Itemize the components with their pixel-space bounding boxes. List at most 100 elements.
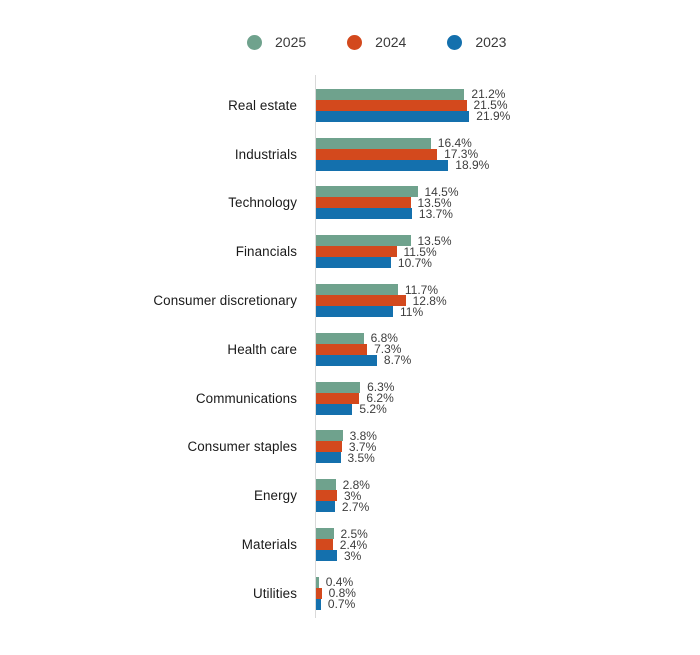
- legend-item-2024: 2024: [347, 34, 406, 50]
- category-label: Energy: [253, 488, 297, 504]
- bar-line-2025: 6.3%: [316, 380, 700, 395]
- bar-2023: [316, 159, 449, 171]
- value-label: 6.8%: [370, 331, 398, 346]
- legend-label-2023: 2023: [475, 34, 507, 50]
- bar-2023: [316, 257, 391, 269]
- value-label: 2.5%: [340, 526, 368, 541]
- legend-swatch-2024-icon: [347, 34, 363, 50]
- bar-line-2025: 0.4%: [316, 575, 700, 590]
- bar-2024: [316, 392, 360, 404]
- bar-line-2023: 10.7%: [316, 257, 700, 269]
- value-label: 6.3%: [367, 380, 395, 395]
- bar-line-2024: 12.8%: [316, 295, 700, 307]
- bar-line-2023: 13.7%: [316, 206, 700, 221]
- bar-line-2023: 3.5%: [316, 452, 700, 464]
- bar-group: 16.4% 17.3% 18.9%: [316, 130, 700, 179]
- value-label: 2.8%: [342, 477, 370, 492]
- bar-2023: [316, 354, 377, 366]
- value-label: 7.3%: [374, 342, 402, 357]
- bar-line-2023: 3%: [316, 548, 700, 563]
- legend-label-2025: 2025: [275, 34, 307, 50]
- value-label: 13.5%: [417, 233, 452, 248]
- legend-item-2023: 2023: [447, 34, 507, 50]
- legend-swatch-2025-icon: [247, 34, 262, 50]
- bar-line-2023: 8.7%: [316, 353, 700, 368]
- bar-2025: [316, 332, 364, 344]
- bar-line-2025: 13.5%: [316, 233, 700, 248]
- bar-group: 6.3% 6.2% 5.2%: [316, 374, 700, 423]
- value-label: 3.8%: [349, 428, 377, 443]
- bar-2024: [316, 539, 333, 551]
- value-label: 13.7%: [418, 206, 453, 221]
- bar-line-2024: 21.5%: [316, 98, 700, 113]
- bar-2023: [316, 403, 353, 415]
- category-label: Industrials: [234, 146, 297, 162]
- bar-line-2024: 11.5%: [316, 246, 700, 258]
- bar-2024: [316, 587, 322, 599]
- value-label: 21.9%: [476, 109, 511, 124]
- legend-item-2025: 2025: [247, 34, 307, 50]
- bar-line-2024: 7.3%: [316, 342, 700, 357]
- bar-2024: [316, 99, 467, 111]
- bar-line-2024: 17.3%: [316, 147, 700, 162]
- bar-2025: [316, 137, 431, 149]
- value-label: 11%: [400, 304, 424, 319]
- category-label: Communications: [195, 390, 297, 406]
- bar-2023: [316, 110, 470, 122]
- bar-group: 3.8% 3.7% 3.5%: [316, 423, 700, 472]
- bar-line-2024: 3%: [316, 488, 700, 503]
- legend-swatch-2023-icon: [447, 34, 463, 50]
- bar-2023: [316, 208, 412, 220]
- value-label: 3%: [344, 488, 362, 503]
- value-label: 14.5%: [424, 184, 459, 199]
- bar-group: 11.7% 12.8% 11%: [316, 276, 700, 325]
- bar-line-2023: 0.7%: [316, 598, 700, 610]
- value-label: 2.7%: [341, 499, 370, 514]
- value-label: 21.2%: [471, 87, 506, 102]
- category-label: Materials: [241, 537, 297, 553]
- bar-group: 14.5% 13.5% 13.7%: [316, 179, 700, 228]
- bar-line-2024: 13.5%: [316, 195, 700, 210]
- bar-2025: [316, 235, 411, 247]
- bar-line-2024: 0.8%: [316, 587, 700, 599]
- bar-2023: [316, 550, 337, 562]
- bar-group: 6.8% 7.3% 8.7%: [316, 325, 700, 374]
- value-label: 0.4%: [325, 575, 354, 590]
- bar-2023: [316, 306, 393, 318]
- bar-line-2023: 11%: [316, 304, 700, 319]
- bar-2024: [316, 441, 342, 453]
- category-label: Real estate: [228, 97, 297, 113]
- bar-2024: [316, 197, 411, 209]
- value-label: 21.5%: [473, 98, 508, 113]
- bar-2025: [316, 381, 361, 393]
- value-label: 13.5%: [417, 195, 452, 210]
- value-label: 11.7%: [404, 282, 439, 297]
- bar-2025: [316, 430, 343, 442]
- bar-line-2024: 3.7%: [316, 441, 700, 453]
- bar-line-2025: 2.5%: [316, 526, 700, 541]
- bar-2025: [316, 576, 319, 588]
- bar-2024: [316, 246, 397, 258]
- category-label: Utilities: [252, 585, 297, 601]
- bar-2024: [316, 490, 337, 502]
- category-label: Consumer staples: [187, 439, 297, 455]
- value-label: 3%: [344, 548, 362, 563]
- value-label: 17.3%: [444, 147, 479, 162]
- bar-2024: [316, 343, 368, 355]
- bar-line-2023: 21.9%: [316, 109, 700, 124]
- category-label: Consumer discretionary: [153, 293, 297, 309]
- value-label: 16.4%: [437, 136, 472, 151]
- bar-group: 13.5% 11.5% 10.7%: [316, 227, 700, 276]
- bar-line-2023: 2.7%: [316, 499, 700, 514]
- value-label: 8.7%: [383, 353, 412, 368]
- value-label: 18.9%: [455, 158, 490, 173]
- value-label: 2.4%: [339, 537, 368, 552]
- bar-line-2025: 11.7%: [316, 282, 700, 297]
- bar-2025: [316, 88, 465, 100]
- category-label: Financials: [235, 244, 297, 260]
- bar-line-2025: 14.5%: [316, 184, 700, 199]
- value-label: 6.2%: [366, 391, 394, 406]
- bar-2025: [316, 186, 418, 198]
- bar-line-2025: 21.2%: [316, 87, 700, 102]
